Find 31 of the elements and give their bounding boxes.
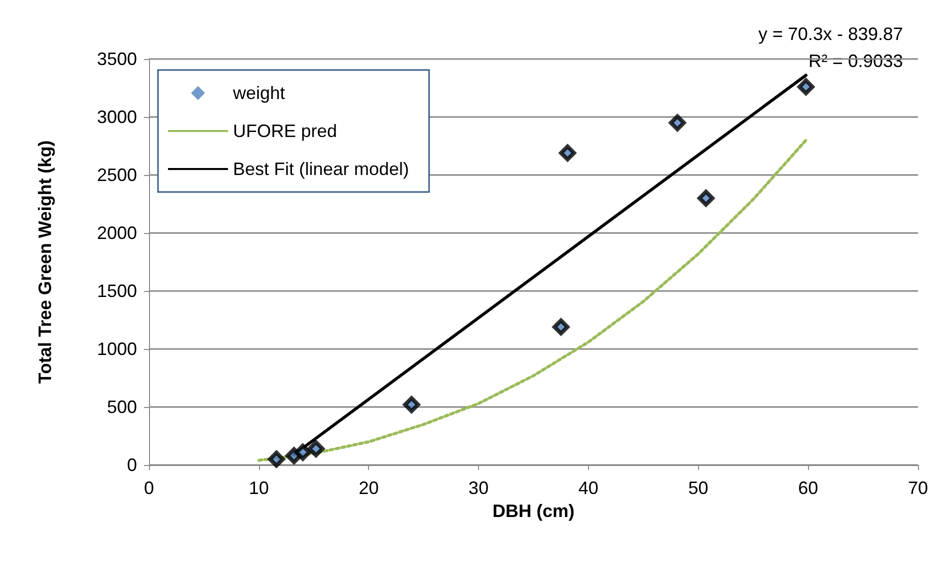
x-tick-label: 20 <box>358 478 379 498</box>
y-tick-label: 3000 <box>96 107 137 127</box>
legend-label: weight <box>232 83 286 103</box>
x-tick-label: 0 <box>144 478 154 498</box>
point <box>552 318 570 336</box>
y-tick-label: 1000 <box>96 339 137 359</box>
x-tick-label: 50 <box>688 478 708 498</box>
point <box>668 114 686 132</box>
x-tick-label: 70 <box>908 478 928 498</box>
x-tick-label: 30 <box>468 478 489 498</box>
y-tick-label: 3500 <box>96 49 137 69</box>
point <box>307 440 324 458</box>
legend-label: UFORE pred <box>233 121 338 141</box>
point <box>697 190 714 207</box>
y-tick-label: 500 <box>106 397 137 417</box>
point <box>268 450 285 468</box>
x-tick-label: 10 <box>248 478 269 498</box>
y-tick-label: 0 <box>126 455 137 475</box>
y-axis-title: Total Tree Green Weight (kg) <box>35 140 55 384</box>
y-tick-label: 2500 <box>96 165 137 185</box>
y-tick-label: 1500 <box>96 281 137 301</box>
point <box>559 144 576 162</box>
x-tick-label: 40 <box>578 478 598 498</box>
x-axis-title: DBH (cm) <box>492 500 575 521</box>
legend-label: Best Fit (linear model) <box>233 159 410 179</box>
text: y = 70.3x - 839.87 <box>758 24 904 44</box>
point <box>797 78 814 96</box>
point <box>403 396 420 414</box>
y-tick-label: 2000 <box>96 223 137 243</box>
point <box>294 444 312 461</box>
x-tick-label: 60 <box>798 478 818 498</box>
